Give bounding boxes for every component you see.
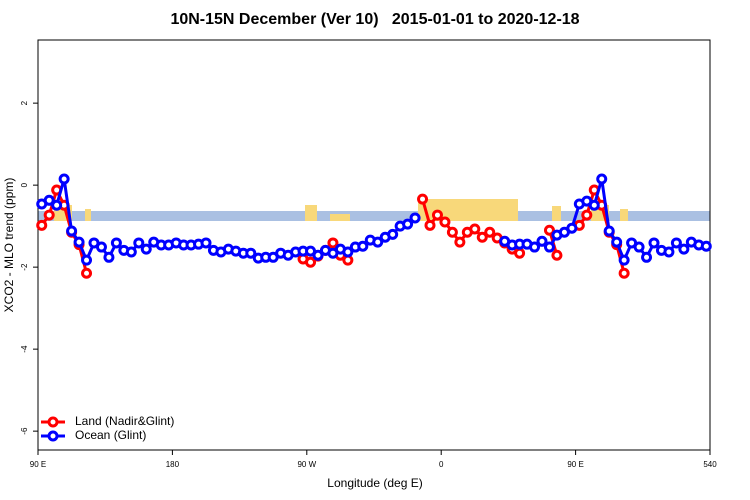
point bbox=[51, 199, 63, 211]
point bbox=[581, 209, 593, 221]
point bbox=[66, 225, 78, 237]
point bbox=[588, 199, 600, 211]
x-tick-label: 90 E bbox=[30, 460, 46, 469]
x-tick-label: 0 bbox=[439, 460, 444, 469]
point bbox=[566, 222, 578, 234]
series bbox=[36, 184, 630, 279]
point bbox=[424, 219, 436, 231]
x-tick-label: 90 E bbox=[567, 460, 583, 469]
point bbox=[409, 212, 421, 224]
point bbox=[529, 241, 541, 253]
point bbox=[342, 246, 354, 258]
point bbox=[140, 243, 152, 255]
y-tick-label: 2 bbox=[20, 100, 29, 105]
point bbox=[133, 237, 145, 249]
point bbox=[618, 254, 630, 266]
y-tick-label: 0 bbox=[20, 182, 29, 187]
point bbox=[36, 219, 48, 231]
point bbox=[603, 225, 615, 237]
legend-label: Land (Nadir&Glint) bbox=[75, 414, 174, 428]
point bbox=[633, 241, 645, 253]
y-tick-label: -2 bbox=[20, 263, 29, 271]
point bbox=[700, 240, 712, 252]
land-patches bbox=[54, 199, 628, 221]
point bbox=[110, 237, 122, 249]
land-sea-strip bbox=[38, 199, 710, 221]
point bbox=[372, 236, 384, 248]
point bbox=[125, 246, 137, 258]
point bbox=[103, 251, 115, 263]
point bbox=[58, 173, 70, 185]
point bbox=[245, 247, 257, 259]
point bbox=[417, 193, 429, 205]
point bbox=[327, 237, 339, 249]
point bbox=[200, 237, 212, 249]
point bbox=[312, 249, 324, 261]
point bbox=[484, 226, 496, 238]
point bbox=[543, 241, 555, 253]
point bbox=[678, 243, 690, 255]
legend-marker bbox=[47, 430, 59, 442]
point bbox=[618, 267, 630, 279]
point bbox=[43, 194, 55, 206]
point bbox=[663, 246, 675, 258]
point bbox=[357, 240, 369, 252]
point bbox=[543, 224, 555, 236]
point bbox=[476, 231, 488, 243]
y-axis-label: XCO2 - MLO trend (ppm) bbox=[2, 178, 16, 313]
point bbox=[387, 228, 399, 240]
y-tick-label: -6 bbox=[20, 427, 29, 435]
legend-marker bbox=[47, 416, 59, 428]
point bbox=[95, 241, 107, 253]
series bbox=[36, 173, 712, 266]
y-tick-label: -4 bbox=[20, 345, 29, 353]
point bbox=[439, 216, 451, 228]
point bbox=[611, 236, 623, 248]
legend: Land (Nadir&Glint)Ocean (Glint) bbox=[41, 414, 174, 442]
point bbox=[81, 267, 93, 279]
x-tick-label: 180 bbox=[166, 460, 180, 469]
x-axis-label: Longitude (deg E) bbox=[327, 476, 422, 490]
point bbox=[73, 236, 85, 248]
ocean-strip bbox=[38, 211, 710, 221]
point bbox=[431, 209, 443, 221]
point bbox=[551, 249, 563, 261]
point bbox=[446, 226, 458, 238]
point bbox=[454, 236, 466, 248]
point bbox=[402, 218, 414, 230]
point bbox=[648, 237, 660, 249]
point bbox=[81, 254, 93, 266]
chart-title: 10N-15N December (Ver 10) 2015-01-01 to … bbox=[170, 11, 579, 28]
point bbox=[305, 256, 317, 268]
legend-label: Ocean (Glint) bbox=[75, 428, 146, 442]
point bbox=[670, 237, 682, 249]
point bbox=[641, 251, 653, 263]
point bbox=[514, 247, 526, 259]
point bbox=[536, 235, 548, 247]
point bbox=[43, 209, 55, 221]
point bbox=[469, 223, 481, 235]
x-tick-label: 540 bbox=[703, 460, 717, 469]
x-tick-label: 90 W bbox=[297, 460, 316, 469]
point bbox=[596, 173, 608, 185]
